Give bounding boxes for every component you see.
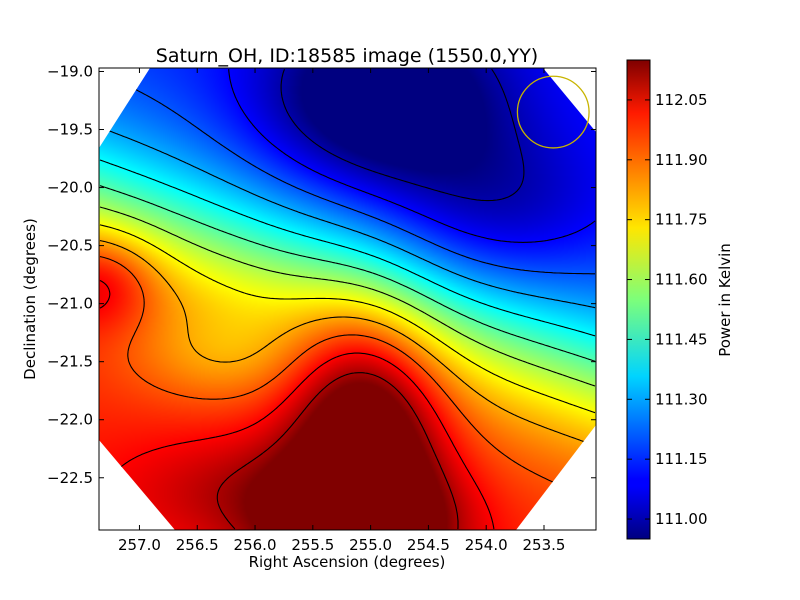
- y-tick-label: −22.5: [47, 469, 93, 487]
- colorbar-label: Power in Kelvin: [716, 243, 734, 357]
- colorbar-tick-label: 111.45: [655, 330, 708, 348]
- y-tick-label: −21.5: [47, 353, 93, 371]
- x-tick-label: 254.0: [465, 536, 508, 554]
- contour-line: [99, 240, 596, 447]
- colorbar-tick-label: 111.15: [655, 450, 708, 468]
- x-tick-label: 255.5: [291, 536, 334, 554]
- contour-line: [99, 256, 596, 500]
- x-tick-label: 257.0: [118, 536, 161, 554]
- contour-lines: [99, 68, 596, 530]
- contour-line: [99, 280, 495, 530]
- y-tick-label: −20.0: [47, 179, 93, 197]
- plot-frame: [98, 67, 597, 531]
- contour-line: [280, 68, 525, 202]
- heatmap-image: [99, 68, 596, 530]
- contour-line: [99, 159, 596, 337]
- y-tick-label: −19.5: [47, 121, 93, 139]
- contour-line: [99, 185, 596, 362]
- y-axis-title: Declination (degrees): [21, 218, 39, 380]
- colorbar: [626, 59, 651, 540]
- y-tick-label: −22.0: [47, 411, 93, 429]
- chart-title: Saturn_OH, ID:18585 image (1550.0,YY): [156, 45, 538, 67]
- colorbar-tick-label: 111.90: [655, 151, 708, 169]
- y-tick-label: −20.5: [47, 237, 93, 255]
- x-tick-label: 254.5: [407, 536, 450, 554]
- colorbar-tick-label: 111.00: [655, 510, 708, 528]
- colorbar-tick-label: 112.05: [655, 91, 708, 109]
- x-tick-label: 256.5: [176, 536, 219, 554]
- colorbar-ticks: 111.00 111.15 111.30 111.45 111.60 111.75 111.…: [627, 91, 708, 528]
- contour-line: [99, 224, 596, 414]
- y-axis-ticks: −19.0 −19.5 −20.0 −20.5 −21.0 −21.5 −22.0 −22.5: [47, 62, 596, 487]
- beam-marker-circle: [516, 75, 590, 149]
- y-tick-label: −19.0: [47, 62, 93, 80]
- x-axis-title: Right Ascension (degrees): [249, 553, 446, 571]
- x-tick-label: 253.5: [523, 536, 566, 554]
- colorbar-tick-label: 111.75: [655, 211, 708, 229]
- colorbar-tick-label: 111.60: [655, 271, 708, 289]
- contour-line: [216, 372, 459, 530]
- contour-line: [99, 206, 596, 387]
- y-tick-label: −21.0: [47, 295, 93, 313]
- colorbar-tick-label: 111.30: [655, 390, 708, 408]
- x-axis-ticks: 257.0 256.5 256.0 255.5 255.0 254.5 254.0 253.5: [118, 68, 565, 554]
- x-tick-label: 256.0: [234, 536, 277, 554]
- x-tick-label: 255.0: [349, 536, 392, 554]
